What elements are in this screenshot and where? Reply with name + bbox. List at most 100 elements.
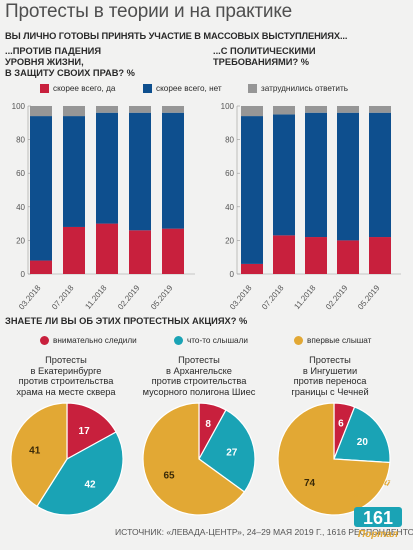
bar-yes-02.2019 <box>129 230 151 274</box>
logo-text-bottom: Портал <box>358 529 399 540</box>
legend-item-first: впервые слышат <box>294 336 371 345</box>
bar-yes-05.2019 <box>162 228 184 274</box>
pie-slice-heard <box>333 406 391 464</box>
legend-item-yes: скорее всего, да <box>40 84 115 93</box>
pie-value-label: 41 <box>29 446 41 457</box>
bar-yes-07.2018 <box>273 235 295 274</box>
pie-slice-first <box>277 402 391 516</box>
pie-value-label: 6 <box>338 419 344 430</box>
y-tick-label: 20 <box>16 236 25 245</box>
y-tick-label: 40 <box>16 203 25 212</box>
x-tick-label: 07.2018 <box>50 283 76 311</box>
legend-item-attended: внимательно следили <box>40 336 137 345</box>
bar-unsure-05.2019 <box>369 106 391 113</box>
pie-value-label: 27 <box>226 448 238 459</box>
y-tick-label: 60 <box>225 169 234 178</box>
question-awareness: ЗНАЕТЕ ЛИ ВЫ ОБ ЭТИХ ПРОТЕСТНЫХ АКЦИЯХ? … <box>5 316 248 326</box>
page-subtitle: ВЫ ЛИЧНО ГОТОВЫ ПРИНЯТЬ УЧАСТИЕ В МАССОВ… <box>5 31 348 41</box>
legend-label-attended: внимательно следили <box>53 336 137 345</box>
legend-item-unsure: затруднились ответить <box>248 84 348 93</box>
legend-label-heard: что-то слышали <box>187 336 248 345</box>
bar-no-02.2019 <box>129 112 151 231</box>
y-tick-label: 20 <box>225 236 234 245</box>
question-living-standards: ...ПРОТИВ ПАДЕНИЯ УРОВНЯ ЖИЗНИ, В ЗАЩИТУ… <box>5 46 135 78</box>
bar-yes-03.2018 <box>30 260 52 274</box>
bar-unsure-02.2019 <box>337 106 359 113</box>
bar-yes-11.2018 <box>96 223 118 274</box>
x-tick-label: 05.2019 <box>356 283 382 311</box>
y-tick-label: 80 <box>16 136 25 145</box>
bar-yes-03.2018 <box>241 263 263 274</box>
y-tick-label: 100 <box>221 102 235 111</box>
legend-label-no: скорее всего, нет <box>156 84 222 93</box>
bar-chart-political: 0 20 40 60 80 100 03.2018 07.2018 11.2018 02.2019… <box>221 102 401 311</box>
y-tick-label: 60 <box>16 169 25 178</box>
y-tick-label: 80 <box>225 136 234 145</box>
bar-unsure-03.2018 <box>30 106 52 117</box>
question-political: ...С ПОЛИТИЧЕСКИМИ ТРЕБОВАНИЯМИ? % <box>213 46 316 67</box>
pie-value-label: 74 <box>304 478 316 489</box>
bar-no-05.2019 <box>162 112 184 229</box>
pie-title-yekaterinburg: Протесты в Екатеринбурге против строител… <box>16 355 116 397</box>
bar-yes-05.2019 <box>369 237 391 274</box>
pie-slice-heard <box>36 431 124 516</box>
logo-number: 161 <box>363 508 393 528</box>
bar-unsure-02.2019 <box>129 106 151 113</box>
pie-title-ingushetia: Протесты в Ингушетии против переноса гра… <box>291 355 369 397</box>
x-tick-label: 05.2019 <box>149 283 175 311</box>
legend-swatch-unsure <box>248 84 257 93</box>
bar-yes-02.2019 <box>337 240 359 274</box>
bar-chart-living-standards: 0 20 40 60 80 100 03.2018 07.2018 11.2018 02.2019… <box>12 102 195 311</box>
bar-unsure-05.2019 <box>162 106 184 113</box>
legend-label-yes: скорее всего, да <box>53 84 116 93</box>
pie-charts: 17 42 41 8 27 65 6 20 74 <box>10 402 391 516</box>
pie-title-arkhangelsk: Протесты в Архангельске против строитель… <box>142 355 256 397</box>
pie-value-label: 20 <box>357 437 369 448</box>
pie-slice-first <box>10 402 68 508</box>
x-tick-label: 03.2018 <box>228 283 254 311</box>
portal-logo: Городской 161 Портал <box>346 480 402 540</box>
legend-swatch-first <box>294 336 303 345</box>
pie-value-label: 17 <box>79 426 91 437</box>
bar-no-03.2018 <box>241 116 263 264</box>
y-tick-label: 40 <box>225 203 234 212</box>
y-tick-label: 0 <box>21 270 26 279</box>
bar-yes-07.2018 <box>63 226 85 274</box>
bar-unsure-11.2018 <box>305 106 327 113</box>
pie-value-label: 42 <box>84 479 96 490</box>
pie-slice-attended <box>66 402 117 461</box>
page-title: Протесты в теории и на практике <box>5 1 293 22</box>
bar-no-07.2018 <box>63 116 85 227</box>
y-tick-label: 0 <box>230 270 235 279</box>
bar-no-11.2018 <box>305 112 327 238</box>
logo-text-top: Городской <box>346 480 392 507</box>
legend-label-unsure: затруднились ответить <box>261 84 349 93</box>
x-tick-label: 11.2018 <box>83 283 108 311</box>
bar-unsure-03.2018 <box>241 106 263 117</box>
x-tick-label: 03.2018 <box>17 283 43 311</box>
legend-swatch-heard <box>174 336 183 345</box>
y-tick-label: 100 <box>12 102 26 111</box>
legend-swatch-attended <box>40 336 49 345</box>
x-tick-label: 02.2019 <box>324 283 350 311</box>
pie-value-label: 8 <box>205 419 211 430</box>
legend-swatch-no <box>143 84 152 93</box>
bar-unsure-07.2018 <box>273 106 295 115</box>
pie-slice-heard <box>198 409 256 493</box>
bar-no-03.2018 <box>30 116 52 261</box>
pie-value-label: 65 <box>163 470 175 481</box>
bar-no-05.2019 <box>369 112 391 238</box>
bar-no-11.2018 <box>96 112 118 224</box>
pie-slice-first <box>142 402 246 516</box>
source-note: ИСТОЧНИК: «ЛЕВАДА-ЦЕНТР», 24–29 МАЯ 2019… <box>115 527 413 537</box>
x-tick-label: 07.2018 <box>260 283 286 311</box>
legend-item-no: скорее всего, нет <box>143 84 222 93</box>
bar-unsure-07.2018 <box>63 106 85 117</box>
bar-no-02.2019 <box>337 112 359 241</box>
svg-text:Городской: Городской <box>346 480 392 507</box>
bar-no-07.2018 <box>273 114 295 236</box>
x-tick-label: 02.2019 <box>116 283 142 311</box>
x-tick-label: 11.2018 <box>292 283 317 311</box>
legend-item-heard: что-то слышали <box>174 336 248 345</box>
bar-unsure-11.2018 <box>96 106 118 113</box>
